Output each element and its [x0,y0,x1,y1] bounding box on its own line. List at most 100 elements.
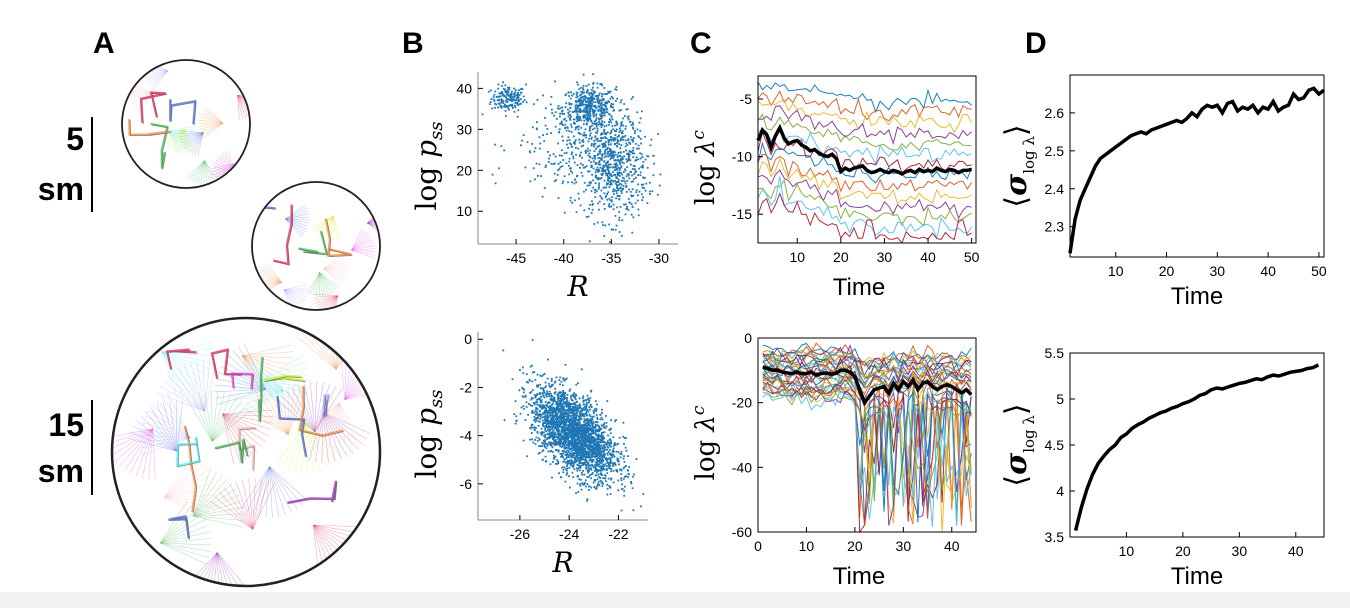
scatter-point [529,438,532,441]
scatter-point [609,439,612,442]
scatter-point [516,115,519,118]
circle-outline [251,181,381,311]
scatter-point [585,216,588,218]
scatter-point [553,439,556,442]
scatter-point [539,445,542,448]
scatter-point [609,458,612,461]
scatter-point [570,432,573,435]
scatter-point [606,131,609,134]
scatter-point [559,412,562,414]
y-tick-label: 2.4 [1045,181,1065,197]
scatter-point [567,402,569,405]
scatter-point [616,138,619,141]
scatter-point [553,414,555,417]
scatter-point [615,183,618,186]
scatter-point [610,427,613,430]
scatter-point [608,223,611,226]
scatter-point [586,422,589,425]
scatter-point [560,401,562,404]
scatter-point [545,430,548,433]
scatter-point [533,403,536,406]
scatter-point [596,177,599,180]
scatter-point [563,211,566,214]
scatter-point [585,114,588,117]
scatter-point [557,428,560,430]
scatter-point [535,436,538,439]
scatter-point [567,412,570,415]
scatter-point [595,138,598,141]
scatter-point [563,421,566,424]
scatter-point [612,470,615,472]
scatter-point [570,450,573,453]
scatter-point [568,103,571,106]
scatter-point [619,155,622,158]
scatter-point [632,164,635,167]
scatter-point [541,432,543,435]
scatter-point [657,193,659,196]
scatter-point [625,142,628,145]
scatter-point [624,145,627,148]
scatter-point [570,126,573,128]
scatter-point [627,173,630,176]
scatter-point [576,430,578,432]
scatter-point [627,139,629,142]
scatter-point [562,399,564,402]
scatter-point [533,419,535,422]
scatter-point [653,162,656,165]
molecule-circle [110,316,382,588]
scatter-point [547,422,549,425]
trace-line [762,361,972,393]
scatter-point [586,184,589,187]
panel-label-b: B [402,27,424,60]
scatter-point [595,107,598,110]
molecule-illustrations [110,59,382,588]
scatter-point [639,129,642,132]
scatter-point [573,415,576,418]
scatter-point [587,401,590,404]
trace-line [757,99,973,134]
scatter-point [625,175,628,178]
scatter-point [536,384,538,387]
scatter-point [615,181,618,183]
scatter-point [605,133,608,136]
scatter-point [603,160,606,163]
scatter-point [605,93,608,95]
scatter-point [620,99,623,102]
scatter-point [583,114,586,116]
scatter-point [577,382,579,385]
scatter-point [568,459,571,462]
scatter-point [568,130,571,132]
scatter-point [603,166,605,168]
scatter-point [587,462,590,465]
scatter-point [581,156,583,159]
scatter-point [580,458,583,461]
scatter-point [625,475,628,478]
scatter-point [588,109,591,112]
scatter-point [563,394,566,396]
scatter-point [622,136,625,139]
scatter-point [530,426,533,429]
scatter-point [545,414,547,417]
scatter-point [611,456,614,459]
scatter-point [602,112,605,115]
scatter-point [556,429,559,432]
scatter-point [546,127,549,130]
scatter-point [583,438,586,441]
scatter-point [529,404,532,407]
scatter-point [567,181,569,184]
scatter-point [548,411,551,414]
scatter-point [556,409,559,412]
scatter-point [623,490,626,492]
scatter-point [526,141,529,144]
scatter-point [588,464,591,467]
scatter-point [530,424,533,427]
scatter-point [542,395,545,398]
scatter-point [589,396,592,399]
scatter-point [578,411,581,414]
scatter-point [580,433,583,436]
scatter-point [578,424,581,427]
chain-segment [214,438,249,464]
scatter-point [551,413,554,415]
scatter-point [564,438,566,441]
scatter-point [642,164,644,167]
